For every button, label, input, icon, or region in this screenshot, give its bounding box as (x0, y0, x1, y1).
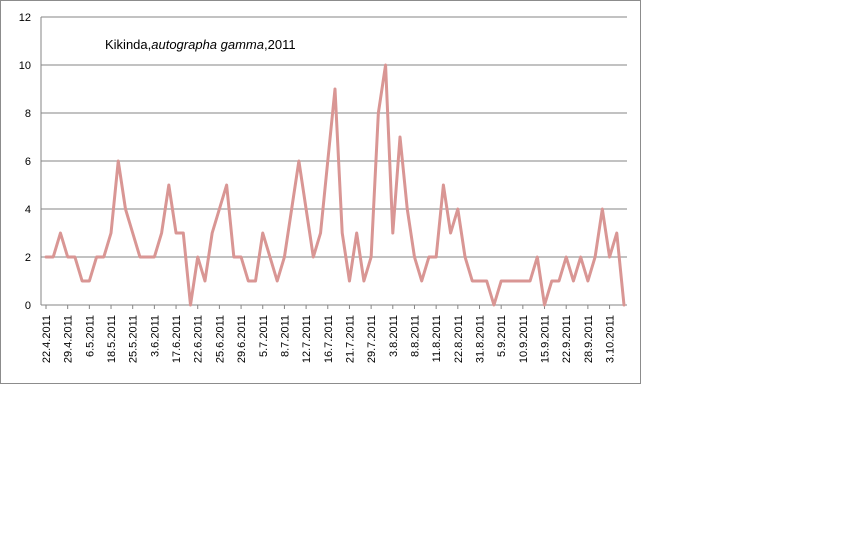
gridlines (41, 16, 627, 258)
x-tick-label: 5.9.2011 (496, 315, 508, 357)
x-tick-label: 17.6.2011 (171, 315, 183, 363)
x-tick-label: 25.6.2011 (214, 315, 226, 363)
x-tick-label: 22.4.2011 (41, 315, 53, 363)
y-tick-label: 6 (25, 156, 31, 168)
y-tick-label: 8 (25, 108, 31, 120)
x-tick-label: 29.7.2011 (366, 315, 378, 363)
x-tick-label: 6.5.2011 (84, 315, 96, 357)
x-tick-label: 3.10.2011 (605, 315, 617, 363)
y-tick-label: 4 (25, 204, 31, 216)
title-year: ,2011 (264, 37, 296, 52)
x-tick-label: 21.7.2011 (344, 315, 356, 363)
x-tick-label: 29.4.2011 (63, 315, 75, 363)
x-tick-label: 28.9.2011 (583, 315, 595, 363)
series-line (44, 63, 626, 307)
x-tick-label: 29.6.2011 (236, 315, 248, 363)
title-place: Kikinda, (105, 37, 151, 52)
chart-frame: 0 2 4 6 8 10 12 22.4.2011 29.4.2011 6.5.2011 18.5… (0, 0, 641, 384)
x-tick-labels: 22.4.2011 29.4.2011 6.5.2011 18.5.2011 25.5.… (41, 315, 617, 363)
y-tick-label: 12 (19, 12, 31, 24)
x-tick-label: 22.6.2011 (193, 315, 205, 363)
y-tick-label: 10 (19, 60, 31, 72)
x-tick-label: 3.6.2011 (149, 315, 161, 357)
y-tick-label: 0 (25, 300, 31, 312)
axes (40, 17, 627, 309)
x-tick-label: 3.8.2011 (388, 315, 400, 357)
chart-title: Kikinda,autographa gamma,2011 (105, 37, 296, 52)
x-tick-label: 31.8.2011 (475, 315, 487, 363)
y-tick-labels: 0 2 4 6 8 10 12 (19, 12, 31, 312)
x-tick-label: 16.7.2011 (323, 315, 335, 363)
x-tick-label: 25.5.2011 (128, 315, 140, 363)
x-tick-label: 15.9.2011 (540, 315, 552, 363)
x-tick-label: 10.9.2011 (518, 315, 530, 363)
x-tick-label: 22.8.2011 (453, 315, 465, 363)
x-tick-label: 5.7.2011 (258, 315, 270, 357)
y-tick-label: 2 (25, 252, 31, 264)
x-tick-label: 8.8.2011 (409, 315, 421, 357)
x-tick-label: 12.7.2011 (301, 315, 313, 363)
x-tick-label: 11.8.2011 (431, 315, 443, 362)
x-tick-label: 18.5.2011 (106, 315, 118, 363)
x-tick-label: 8.7.2011 (279, 315, 291, 357)
title-species: autographa gamma (151, 37, 264, 52)
series-layer (44, 63, 626, 307)
x-tick-label: 22.9.2011 (561, 315, 573, 363)
line-chart: 0 2 4 6 8 10 12 22.4.2011 29.4.2011 6.5.2011 18.5… (19, 12, 627, 363)
